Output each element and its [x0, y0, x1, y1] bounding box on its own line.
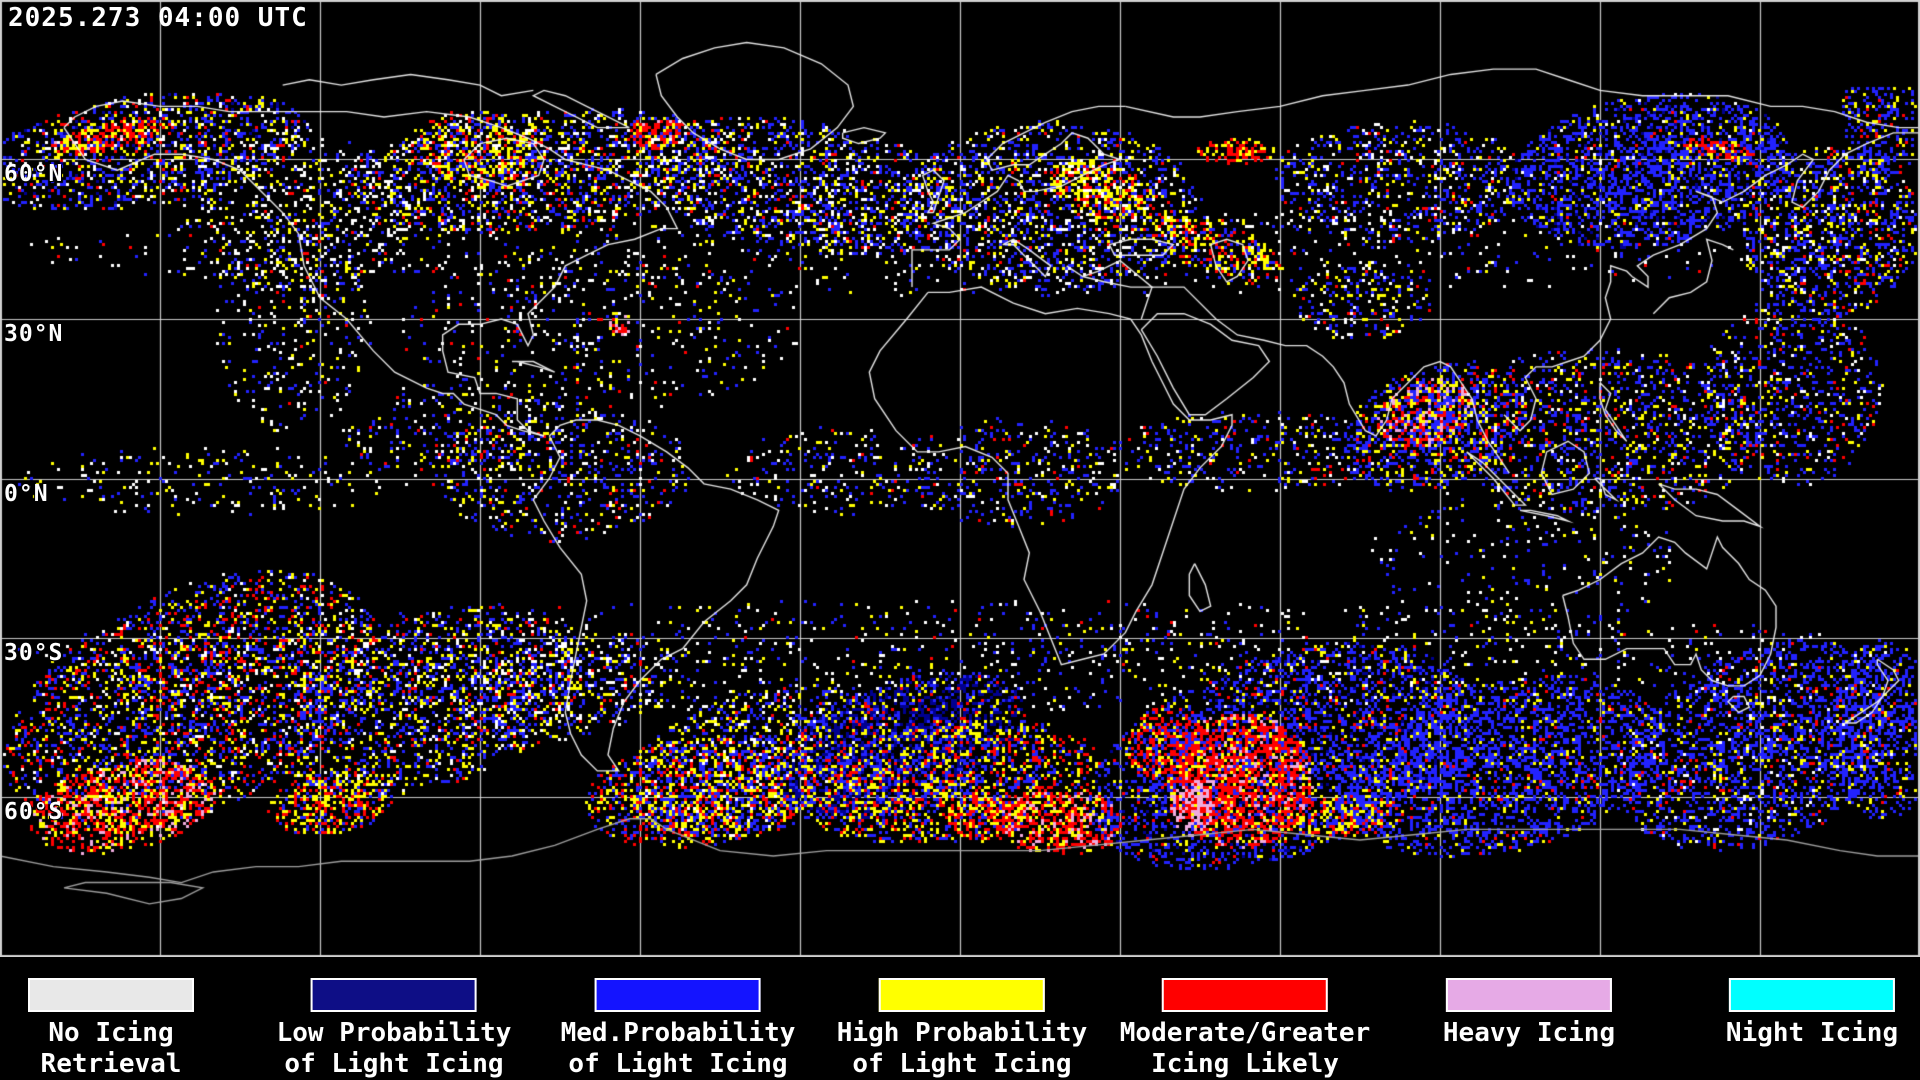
icing-data-canvas	[0, 0, 1920, 957]
moderate-greater-icing-swatch	[1161, 978, 1328, 1012]
night-icing-label-line-1: Night Icing	[1725, 1018, 1899, 1048]
legend-item-heavy-icing: Heavy Icing	[1443, 978, 1615, 1049]
low-prob-light-icing-label-line-2: of Light Icing	[284, 1049, 504, 1079]
legend-item-med-prob-light-icing: Med.Probability of Light Icing	[560, 978, 796, 1080]
legend-item-moderate-greater-icing: Moderate/Greater Icing Likely	[1120, 978, 1370, 1080]
lat-label-5: 60°S	[4, 799, 64, 825]
high-prob-light-icing-label-line-1: High Probability	[836, 1018, 1088, 1048]
night-icing-swatch	[1729, 978, 1895, 1012]
heavy-icing-label-line-1: Heavy Icing	[1442, 1018, 1616, 1048]
med-prob-light-icing-label-line-1: Med.Probability	[560, 1018, 796, 1048]
lat-label-1: 60°N	[4, 161, 64, 187]
timestamp: 2025.273 04:00 UTC	[8, 3, 308, 33]
world-map: 2025.273 04:00 UTC 60°N 30°N 0°N 30°S 60°S	[0, 0, 1920, 957]
high-prob-light-icing-swatch	[878, 978, 1045, 1012]
lat-label-4: 30°S	[4, 640, 64, 666]
med-prob-light-icing-swatch	[595, 978, 761, 1012]
legend: No Icing Retrieval Low Probability of Light…	[0, 957, 1920, 1080]
legend-item-low-prob-light-icing: Low Probability of Light Icing	[276, 978, 512, 1080]
high-prob-light-icing-label-line-2: of Light Icing	[852, 1049, 1072, 1079]
moderate-greater-icing-label-line-1: Moderate/Greater	[1119, 1018, 1371, 1048]
lat-label-3: 0°N	[4, 481, 49, 507]
moderate-greater-icing-label-line-2: Icing Likely	[1151, 1049, 1339, 1079]
no-icing-retrieval-label-line-2: Retrieval	[40, 1049, 182, 1079]
med-prob-light-icing-label-line-2: of Light Icing	[568, 1049, 788, 1079]
heavy-icing-swatch	[1446, 978, 1612, 1012]
legend-item-high-prob-light-icing: High Probability of Light Icing	[837, 978, 1087, 1080]
no-icing-retrieval-swatch	[28, 978, 194, 1012]
low-prob-light-icing-label-line-1: Low Probability	[276, 1018, 512, 1048]
lat-label-2: 30°N	[4, 321, 64, 347]
legend-item-no-icing-retrieval: No Icing Retrieval	[28, 978, 194, 1080]
legend-item-night-icing: Night Icing	[1726, 978, 1898, 1049]
low-prob-light-icing-swatch	[311, 978, 477, 1012]
no-icing-retrieval-label-line-1: No Icing	[48, 1018, 174, 1048]
